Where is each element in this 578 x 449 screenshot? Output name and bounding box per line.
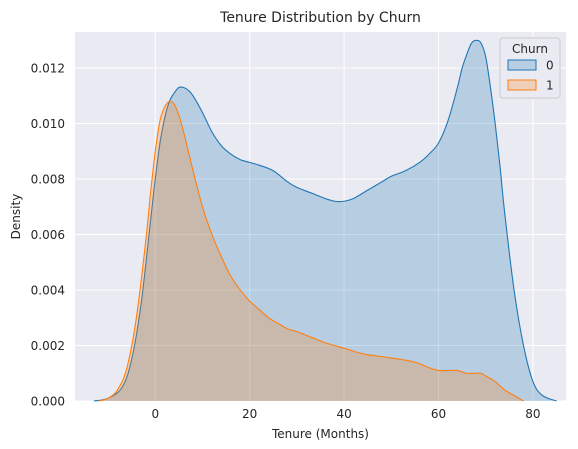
y-tick-label: 0.012	[31, 62, 65, 76]
density-area-1	[98, 101, 524, 401]
y-tick-label: 0.004	[31, 284, 65, 298]
x-tick-label: 80	[525, 407, 540, 421]
legend-swatch-1	[507, 79, 537, 91]
y-axis-label: Density	[9, 194, 23, 240]
grid	[75, 32, 566, 402]
legend-label-1: 1	[546, 79, 554, 93]
x-tick-label: 40	[336, 407, 351, 421]
density-line-0	[93, 39, 557, 402]
x-tick-label: 60	[431, 407, 446, 421]
legend-title: Churn	[512, 42, 548, 56]
x-tick-labels: 0 20 40 60 80	[151, 407, 540, 421]
chart-title: Tenure Distribution by Churn	[219, 10, 421, 26]
legend-label-0: 0	[546, 59, 554, 73]
legend: Churn 0 1	[499, 37, 561, 99]
x-axis-label: Tenure (Months)	[271, 427, 369, 441]
y-tick-label: 0.010	[31, 117, 65, 131]
density-line-1	[98, 100, 524, 402]
x-tick-label: 0	[151, 407, 159, 421]
legend-box	[499, 37, 561, 99]
y-tick-labels: 0.000 0.002 0.004 0.006 0.008 0.010 0.012	[31, 62, 65, 409]
x-tick-label: 20	[242, 407, 257, 421]
density-areas	[93, 39, 557, 402]
density-area-0	[93, 40, 557, 402]
y-tick-label: 0.008	[31, 173, 65, 187]
y-tick-label: 0.002	[31, 339, 65, 353]
y-tick-label: 0.000	[31, 395, 65, 409]
legend-swatch-0	[507, 59, 537, 71]
plot-background	[75, 32, 566, 401]
y-tick-label: 0.006	[31, 228, 65, 242]
